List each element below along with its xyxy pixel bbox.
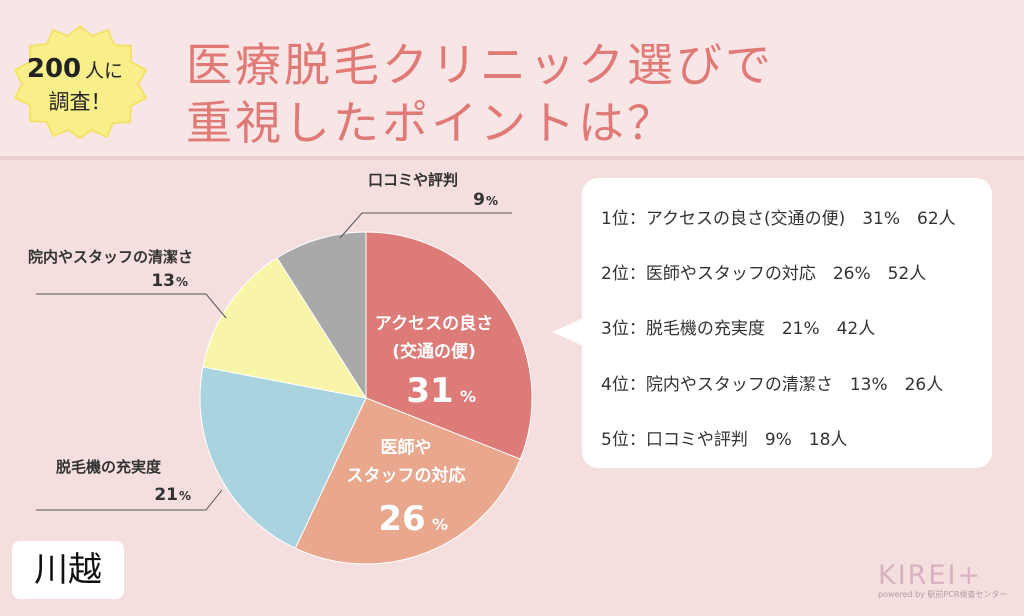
slice-unit-2: % [432, 515, 448, 534]
ranking-item-3: 3位：脱毛機の充実度 21% 42人 [601, 319, 876, 339]
title-line-1: 医療脱毛クリニック選びで [186, 38, 774, 92]
page-title: 医療脱毛クリニック選びで 重視したポイントは？ [186, 36, 1006, 152]
ranking-item-4: 4位：院内やスタッフの清潔さ 13% 26人 [601, 375, 944, 395]
pie-chart: アクセスの良さ (交通の便) 31 % 医師やスタッフの対応 26 % 口コミや評判 9 % 院内や… [28, 171, 533, 565]
pie-slice-3 [199, 366, 367, 549]
badge-unit: 人に [85, 60, 123, 82]
slice-label-1-line-2: (交通の便) [392, 341, 476, 362]
pie-slice-4 [202, 257, 368, 399]
slice-unit-1: % [460, 387, 476, 406]
badge-number: 200 [27, 54, 81, 84]
slice-value-2: 26 [378, 499, 425, 539]
survey-badge: 200 人に 調査！ [13, 24, 148, 140]
badge-line2: 調査！ [49, 90, 112, 114]
badge-starburst [13, 24, 148, 140]
brand-logo: KIREI+ powered by 駅前PCR検査センター [878, 560, 1008, 604]
pie-slice-2 [294, 397, 521, 565]
slice-value-3: 21 [154, 485, 178, 505]
pie-slice-1 [365, 231, 533, 460]
ranking-item-1: 1位：アクセスの良さ(交通の便) 31% 62人 [601, 209, 956, 229]
ranking-item-2: 2位：医師やスタッフの対応 26% 52人 [601, 264, 927, 284]
slice-label-4: 院内やスタッフの清潔さ [28, 248, 193, 266]
slice-value-5: 9 [473, 190, 485, 210]
slice-value-1: 31 [406, 371, 453, 411]
leader-line-4 [36, 293, 227, 319]
slice-unit-4: % [176, 275, 188, 289]
header [0, 0, 1024, 158]
slice-unit-3: % [179, 489, 191, 503]
slice-unit-5: % [486, 194, 498, 208]
pie-slice-5 [276, 231, 367, 400]
location-label: 川越 [12, 541, 124, 599]
slice-value-4: 13 [151, 271, 175, 291]
ranking-callout [582, 178, 992, 468]
logo-name: KIREI+ [878, 560, 983, 591]
slice-label-2-line-2: スタッフの対応 [347, 465, 466, 486]
leader-line-5 [339, 212, 512, 239]
header-divider [0, 156, 1024, 160]
ranking-item-5: 5位：口コミや評判 9% 18人 [601, 430, 848, 450]
slice-label-2-line-1: 医師や [381, 437, 432, 458]
logo-tagline: powered by 駅前PCR検査センター [878, 590, 1008, 599]
leader-line-3 [36, 489, 223, 511]
slice-label-5: 口コミや評判 [368, 171, 458, 189]
slice-label-1-line-1: アクセスの良さ [375, 313, 493, 334]
slice-label-3: 脱毛機の充実度 [56, 458, 162, 476]
title-line-2: 重視したポイントは？ [186, 96, 676, 150]
